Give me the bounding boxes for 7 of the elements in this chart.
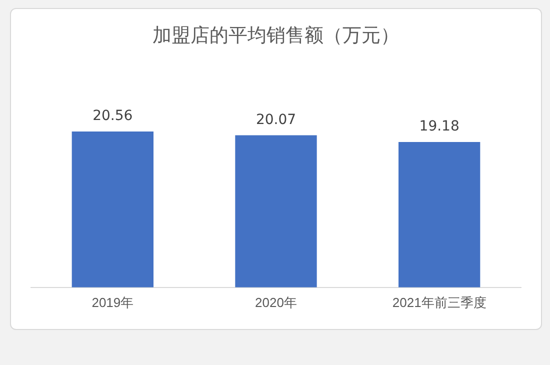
- x-tick-label: 2020年: [255, 294, 297, 310]
- x-tick-label: 2019年: [92, 294, 134, 310]
- x-tick-label: 2021年前三季度: [392, 294, 486, 310]
- chart-title: 加盟店的平均销售额（万元）: [152, 24, 400, 46]
- data-label: 20.07: [256, 112, 296, 128]
- data-label: 20.56: [92, 108, 133, 124]
- data-label: 19.18: [419, 118, 460, 135]
